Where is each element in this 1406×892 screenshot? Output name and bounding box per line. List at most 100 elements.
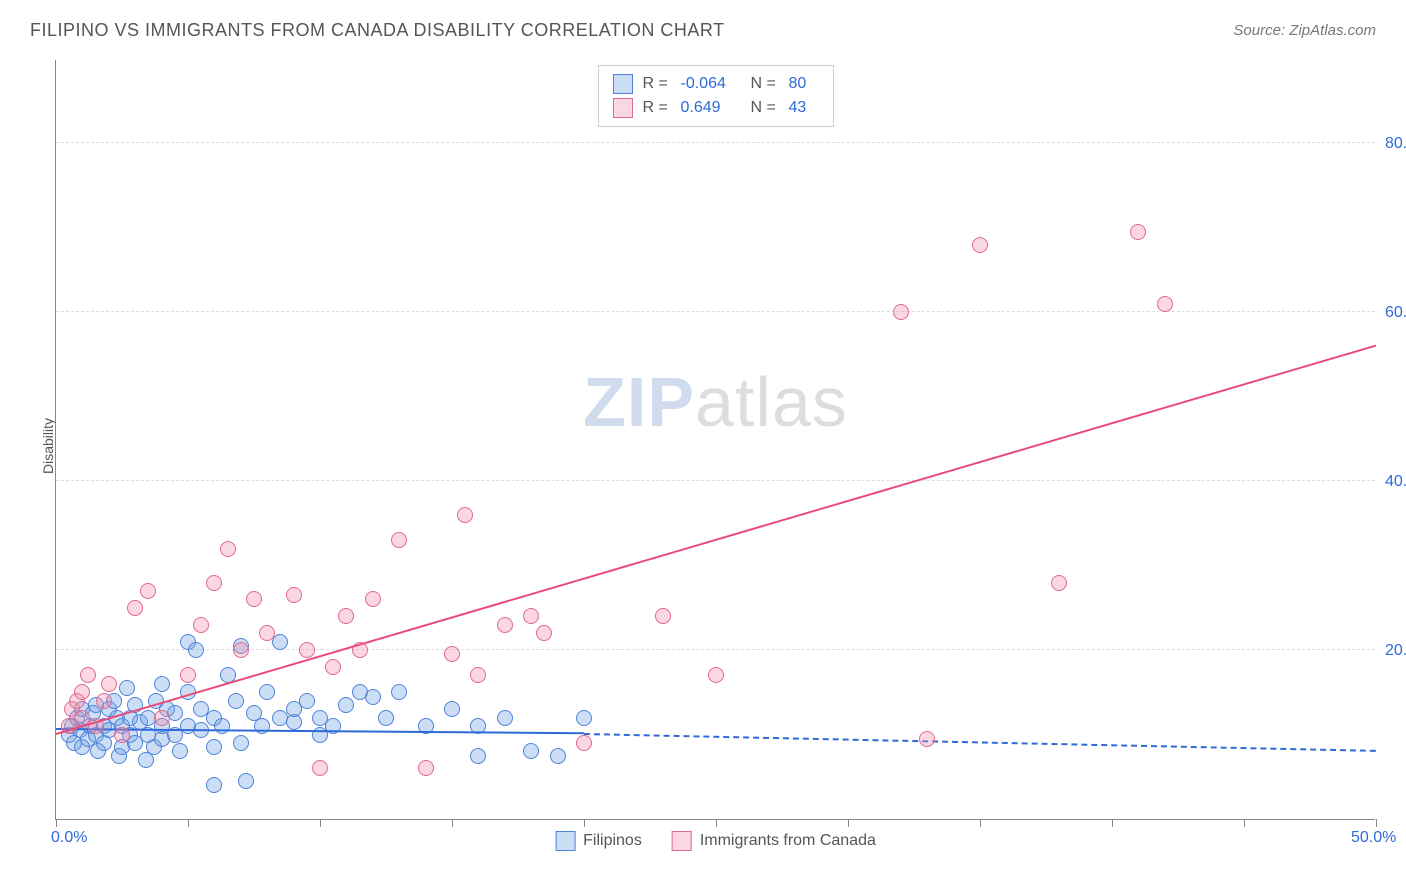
data-point-filipinos <box>550 748 566 764</box>
data-point-filipinos <box>206 739 222 755</box>
data-point-canada <box>536 625 552 641</box>
legend-item-filipinos: Filipinos <box>555 831 642 851</box>
data-point-canada <box>101 676 117 692</box>
data-point-canada <box>325 659 341 675</box>
data-point-canada <box>312 760 328 776</box>
swatch-canada <box>613 98 633 118</box>
data-point-filipinos <box>188 642 204 658</box>
data-point-filipinos <box>338 697 354 713</box>
data-point-canada <box>80 667 96 683</box>
source-prefix: Source: <box>1233 22 1289 39</box>
gridline <box>56 649 1375 650</box>
x-tick <box>584 819 585 827</box>
data-point-canada <box>338 608 354 624</box>
chart-plot-area: 20.0%40.0%60.0%80.0%0.0%50.0% ZIPatlas R… <box>55 60 1375 820</box>
x-tick <box>716 819 717 827</box>
data-point-filipinos <box>228 693 244 709</box>
data-point-canada <box>246 591 262 607</box>
y-tick-label: 60.0% <box>1385 304 1406 322</box>
data-point-canada <box>193 617 209 633</box>
x-tick <box>188 819 189 827</box>
data-point-filipinos <box>233 735 249 751</box>
x-tick <box>980 819 981 827</box>
data-point-filipinos <box>470 748 486 764</box>
data-point-canada <box>206 575 222 591</box>
x-tick <box>1244 819 1245 827</box>
data-point-canada <box>655 608 671 624</box>
stat-r-value-filipinos: -0.064 <box>681 75 741 93</box>
trend-line-dash-filipinos <box>584 733 1376 752</box>
swatch-filipinos <box>613 74 633 94</box>
legend-label-filipinos: Filipinos <box>583 832 642 850</box>
data-point-filipinos <box>119 680 135 696</box>
data-point-canada <box>708 667 724 683</box>
data-point-canada <box>154 710 170 726</box>
source-credit: Source: ZipAtlas.com <box>1233 22 1376 39</box>
stat-r-label: R = <box>643 75 671 93</box>
data-point-canada <box>233 642 249 658</box>
data-point-filipinos <box>365 689 381 705</box>
data-point-filipinos <box>254 718 270 734</box>
x-tick-label: 50.0% <box>1351 829 1396 847</box>
data-point-filipinos <box>154 676 170 692</box>
data-point-canada <box>127 600 143 616</box>
data-point-filipinos <box>576 710 592 726</box>
legend-item-canada: Immigrants from Canada <box>672 831 876 851</box>
swatch-filipinos <box>555 831 575 851</box>
data-point-canada <box>74 684 90 700</box>
data-point-canada <box>470 667 486 683</box>
data-point-filipinos <box>497 710 513 726</box>
data-point-canada <box>114 727 130 743</box>
stats-row-canada: R = 0.649 N = 43 <box>613 96 819 120</box>
y-axis-label: Disability <box>40 418 56 474</box>
chart-title: FILIPINO VS IMMIGRANTS FROM CANADA DISAB… <box>30 20 725 41</box>
data-point-canada <box>1157 296 1173 312</box>
gridline <box>56 311 1375 312</box>
data-point-canada <box>893 304 909 320</box>
y-tick-label: 40.0% <box>1385 473 1406 491</box>
data-point-canada <box>1051 575 1067 591</box>
data-point-canada <box>140 583 156 599</box>
data-point-canada <box>919 731 935 747</box>
y-tick-label: 80.0% <box>1385 135 1406 153</box>
data-point-canada <box>457 507 473 523</box>
data-point-canada <box>444 646 460 662</box>
data-point-canada <box>972 237 988 253</box>
stat-r-value-canada: 0.649 <box>681 99 741 117</box>
stat-n-value-canada: 43 <box>789 99 819 117</box>
stat-n-label: N = <box>751 75 779 93</box>
gridline <box>56 142 1375 143</box>
data-point-filipinos <box>523 743 539 759</box>
data-point-canada <box>497 617 513 633</box>
data-point-filipinos <box>444 701 460 717</box>
data-point-canada <box>391 532 407 548</box>
data-point-filipinos <box>391 684 407 700</box>
data-point-filipinos <box>272 634 288 650</box>
data-point-filipinos <box>172 743 188 759</box>
data-point-canada <box>1130 224 1146 240</box>
source-link[interactable]: ZipAtlas.com <box>1289 22 1376 39</box>
x-tick <box>320 819 321 827</box>
stats-legend: R = -0.064 N = 80 R = 0.649 N = 43 <box>598 65 834 127</box>
x-tick <box>1112 819 1113 827</box>
data-point-filipinos <box>214 718 230 734</box>
stat-n-value-filipinos: 80 <box>789 75 819 93</box>
stat-r-label: R = <box>643 99 671 117</box>
data-point-canada <box>299 642 315 658</box>
data-point-canada <box>259 625 275 641</box>
gridline <box>56 480 1375 481</box>
data-point-canada <box>576 735 592 751</box>
data-point-canada <box>365 591 381 607</box>
x-tick <box>848 819 849 827</box>
x-tick <box>56 819 57 827</box>
data-point-filipinos <box>206 777 222 793</box>
data-point-canada <box>523 608 539 624</box>
stat-n-label: N = <box>751 99 779 117</box>
data-point-canada <box>418 760 434 776</box>
data-point-filipinos <box>259 684 275 700</box>
data-point-canada <box>180 667 196 683</box>
bottom-legend: Filipinos Immigrants from Canada <box>555 831 876 851</box>
data-point-filipinos <box>238 773 254 789</box>
legend-label-canada: Immigrants from Canada <box>700 832 876 850</box>
data-point-filipinos <box>378 710 394 726</box>
